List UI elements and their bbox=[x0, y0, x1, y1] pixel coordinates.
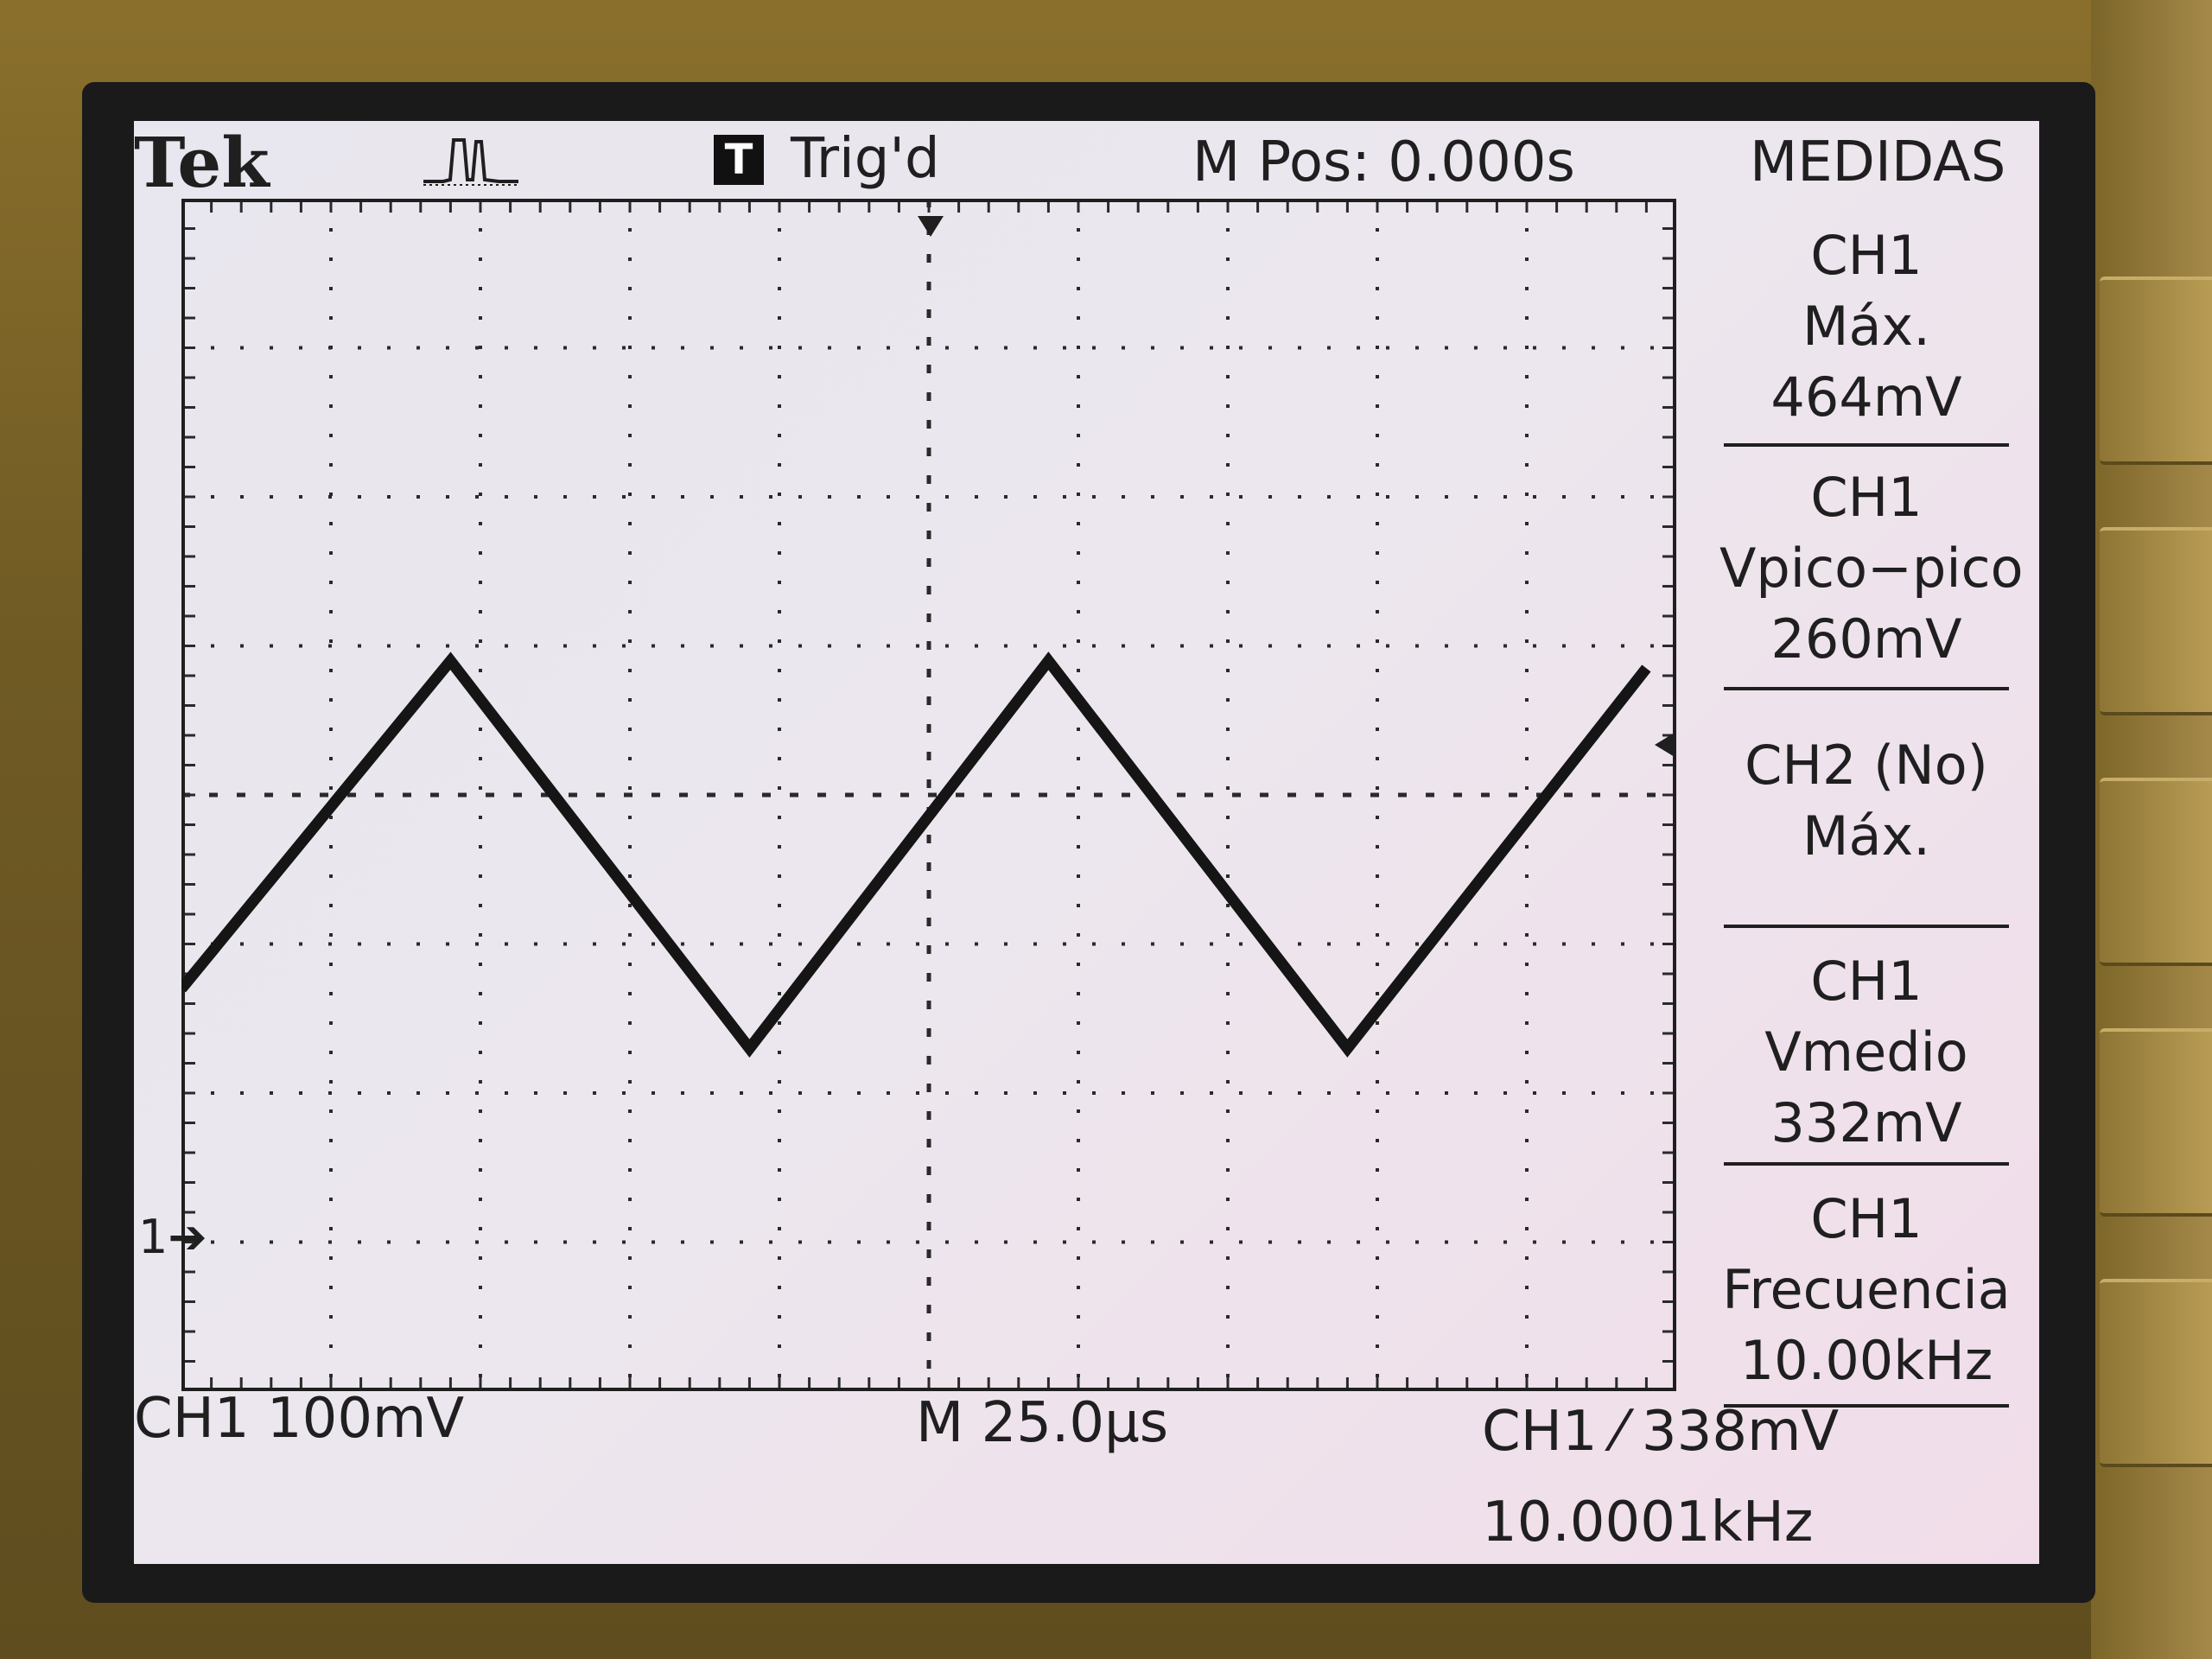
trigger-badge: T bbox=[714, 135, 764, 185]
measurement-channel: CH1 bbox=[1810, 466, 1923, 529]
ground-arrow-icon: ➔ bbox=[168, 1210, 207, 1264]
measurement-divider bbox=[1724, 1162, 2009, 1166]
waveform-graticule bbox=[181, 199, 1676, 1391]
softkey-5[interactable] bbox=[2100, 1279, 2212, 1467]
measurement-divider bbox=[1724, 687, 2009, 690]
softkey-4[interactable] bbox=[2100, 1028, 2212, 1217]
measurement-name: Máx. bbox=[1802, 804, 1930, 868]
measurement-value: 332mV bbox=[1770, 1091, 1962, 1154]
ch1-ground-label: 1 bbox=[138, 1210, 168, 1264]
measurement-divider bbox=[1724, 1404, 2009, 1408]
measurement-divider bbox=[1724, 443, 2009, 447]
measurement-name: Máx. bbox=[1802, 295, 1930, 358]
brand-logo: Tek bbox=[134, 122, 270, 203]
measurement-channel: CH1 bbox=[1810, 1187, 1923, 1250]
ch1-trace bbox=[181, 652, 1651, 1058]
oscilloscope-screen: Tek T Trig'd M Pos: 0.000s MEDIDAS 1➔ CH… bbox=[134, 121, 2039, 1564]
timebase-readout: M 25.0µs bbox=[916, 1391, 1169, 1455]
measurement-channel: CH1 bbox=[1810, 224, 1923, 287]
ch1-ground-marker: 1➔ bbox=[138, 1214, 207, 1261]
softkey-2[interactable] bbox=[2100, 527, 2212, 715]
measurement-2[interactable]: CH1 Vpico−pico 260mV bbox=[1719, 462, 2024, 675]
graticule-border bbox=[181, 199, 1676, 1391]
trigger-level-marker bbox=[1655, 733, 1675, 757]
trigger-info-readout: CH1 ⁄ 338mV bbox=[1482, 1400, 1840, 1464]
measurement-channel: CH2 (No) bbox=[1745, 734, 1988, 797]
measurement-value: 260mV bbox=[1770, 607, 1962, 671]
trigger-frequency-readout: 10.0001kHz bbox=[1482, 1491, 1814, 1554]
measurement-1[interactable]: CH1 Máx. 464mV bbox=[1719, 220, 2013, 433]
measurement-value: 10.00kHz bbox=[1739, 1329, 1993, 1392]
measurement-4[interactable]: CH1 Vmedio 332mV bbox=[1719, 946, 2013, 1159]
trigger-position-marker bbox=[918, 216, 944, 237]
trigger-status: Trig'd bbox=[791, 127, 940, 191]
softkey-1[interactable] bbox=[2100, 276, 2212, 465]
measurement-name: Frecuencia bbox=[1722, 1258, 2011, 1321]
measurement-value: 464mV bbox=[1770, 365, 1962, 429]
measurement-name: Vpico−pico bbox=[1719, 537, 2024, 600]
graticule-grid bbox=[181, 199, 1676, 1391]
menu-title: MEDIDAS bbox=[1750, 130, 2006, 194]
ch1-scale-readout: CH1 100mV bbox=[134, 1387, 465, 1451]
acquire-run-icon bbox=[423, 138, 518, 186]
softkey-3[interactable] bbox=[2100, 778, 2212, 966]
measurement-3[interactable]: CH2 (No) Máx. bbox=[1719, 730, 2013, 872]
measurement-5[interactable]: CH1 Frecuencia 10.00kHz bbox=[1719, 1184, 2013, 1396]
main-position-readout: M Pos: 0.000s bbox=[1192, 130, 1575, 194]
measurement-channel: CH1 bbox=[1810, 950, 1923, 1013]
measurement-name: Vmedio bbox=[1764, 1020, 1968, 1084]
measurement-divider bbox=[1724, 925, 2009, 928]
